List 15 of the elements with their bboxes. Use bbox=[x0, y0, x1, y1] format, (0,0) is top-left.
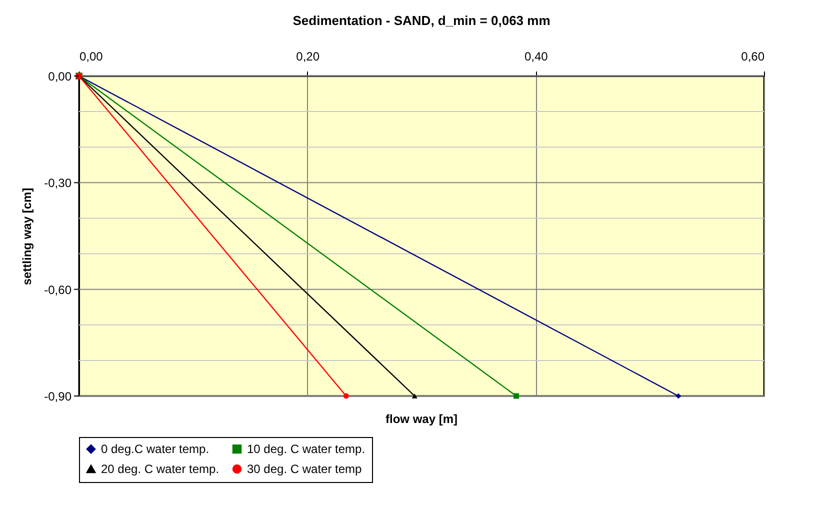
y-axis-title: settling way [cm] bbox=[20, 188, 34, 286]
legend-label: 30 deg. C water temp bbox=[247, 462, 362, 476]
y-tick-label: 0,00 bbox=[48, 70, 72, 84]
legend-label: 10 deg. C water temp. bbox=[247, 442, 366, 456]
chart-title: Sedimentation - SAND, d_min = 0,063 mm bbox=[292, 13, 550, 28]
legend-label: 0 deg.C water temp. bbox=[101, 442, 210, 456]
y-tick-label: -0,30 bbox=[44, 176, 72, 190]
y-tick-label: -0,60 bbox=[44, 282, 72, 297]
y-tick-label: -0,90 bbox=[44, 390, 72, 404]
x-axis-title: flow way [m] bbox=[385, 412, 458, 426]
x-tick-label: 0,60 bbox=[741, 50, 765, 64]
legend-label: 20 deg. C water temp. bbox=[101, 462, 220, 476]
x-tick-label: 0,20 bbox=[296, 50, 320, 64]
x-tick-label: 0,00 bbox=[80, 50, 104, 64]
x-tick-label: 0,40 bbox=[524, 50, 548, 64]
